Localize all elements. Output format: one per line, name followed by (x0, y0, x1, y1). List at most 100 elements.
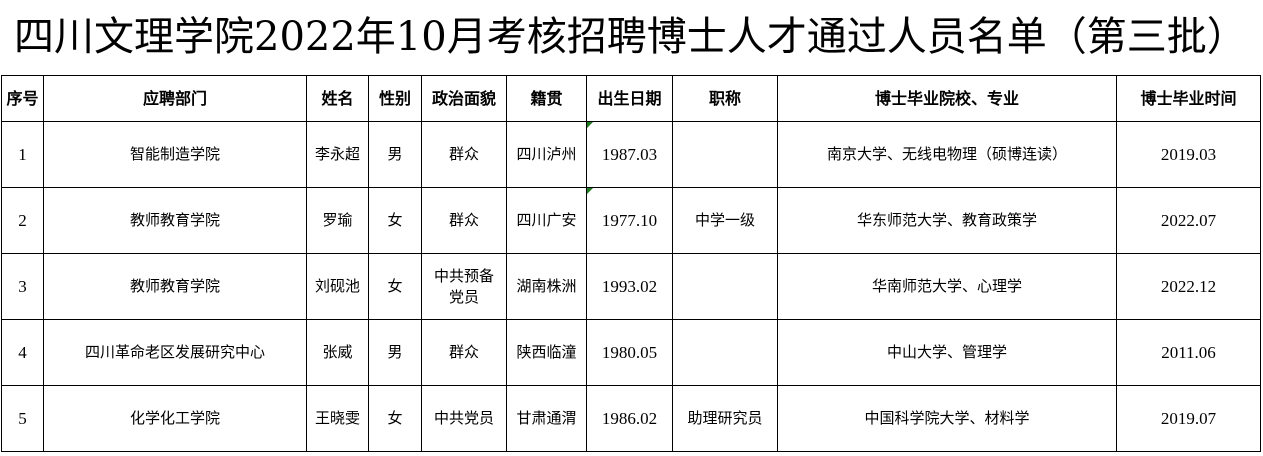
cell-text: 中国科学院大学、材料学 (864, 409, 1030, 427)
cell-text: 1993.02 (601, 277, 658, 296)
cell-name[interactable]: 罗瑜 (306, 187, 369, 254)
table-row: 5 化学化工学院 王晓雯 女 中共党员 甘肃通渭 1986.02 助理研究员 中国科学院大学、材… (1, 385, 1261, 452)
header-native-place[interactable]: 籍贯 (506, 75, 587, 122)
cell-birth-date[interactable]: 1993.02 (586, 253, 673, 320)
cell-text: 女 (387, 211, 403, 229)
cell-phd-school-major[interactable]: 南京大学、无线电物理（硕博连读） (777, 121, 1117, 188)
header-department[interactable]: 应聘部门 (43, 75, 307, 122)
cell-phd-graduation-date[interactable]: 2019.07 (1116, 385, 1261, 452)
cell-text: 李永超 (314, 145, 360, 163)
cell-text: 1987.03 (601, 145, 658, 164)
header-phd-school-major[interactable]: 博士毕业院校、专业 (777, 75, 1117, 122)
header-phd-graduation-date[interactable]: 博士毕业时间 (1116, 75, 1261, 122)
page-title: 四川文理学院2022年10月考核招聘博士人才通过人员名单（第三批） (14, 14, 1247, 60)
cell-text: 5 (18, 409, 27, 428)
cell-gender[interactable]: 女 (368, 187, 422, 254)
cell-text: 教师教育学院 (129, 211, 220, 229)
header-political-status[interactable]: 政治面貌 (421, 75, 507, 122)
cell-text: 助理研究员 (687, 409, 763, 427)
cell-title[interactable] (672, 121, 778, 188)
cell-text: 2 (18, 211, 27, 230)
cell-phd-graduation-date[interactable]: 2022.12 (1116, 253, 1261, 320)
cell-text: 女 (387, 277, 403, 295)
cell-text: 智能制造学院 (129, 145, 220, 163)
cell-text: 华东师范大学、教育政策学 (856, 211, 1037, 229)
cell-department[interactable]: 教师教育学院 (43, 187, 307, 254)
cell-text: 化学化工学院 (129, 409, 220, 427)
cell-title[interactable]: 助理研究员 (672, 385, 778, 452)
cell-phd-school-major[interactable]: 华南师范大学、心理学 (777, 253, 1117, 320)
cell-phd-graduation-date[interactable]: 2011.06 (1116, 319, 1261, 386)
table-row: 1 智能制造学院 李永超 男 群众 四川泸州 1987.03 南京大学、无线电物理（硕博连读）… (1, 121, 1261, 188)
cell-name[interactable]: 刘砚池 (306, 253, 369, 320)
cell-phd-school-major[interactable]: 中山大学、管理学 (777, 319, 1117, 386)
header-row: 序号 应聘部门 姓名 性别 政治面貌 籍贯 出生日期 职称 博士毕业院校、专业 博士毕业时间 (1, 75, 1261, 122)
cell-phd-school-major[interactable]: 华东师范大学、教育政策学 (777, 187, 1117, 254)
cell-phd-graduation-date[interactable]: 2022.07 (1116, 187, 1261, 254)
cell-text: 2019.07 (1160, 409, 1217, 428)
cell-text: 南京大学、无线电物理（硕博连读） (826, 145, 1067, 163)
cell-text: 1977.10 (601, 211, 658, 230)
cell-text: 陕西临潼 (516, 343, 577, 361)
cell-title[interactable] (672, 253, 778, 320)
header-seq[interactable]: 序号 (1, 75, 44, 122)
cell-department[interactable]: 智能制造学院 (43, 121, 307, 188)
cell-text: 2011.06 (1161, 343, 1216, 362)
cell-political-status[interactable]: 群众 (421, 319, 507, 386)
cell-text: 四川泸州 (516, 145, 577, 163)
cell-political-status[interactable]: 群众 (421, 187, 507, 254)
cell-text: 湖南株洲 (516, 277, 577, 295)
cell-phd-school-major[interactable]: 中国科学院大学、材料学 (777, 385, 1117, 452)
cell-gender[interactable]: 女 (368, 385, 422, 452)
header-name[interactable]: 姓名 (306, 75, 369, 122)
cell-text: 四川革命老区发展研究中心 (84, 343, 265, 361)
cell-text: 4 (18, 343, 27, 362)
cell-text: 女 (387, 409, 403, 427)
cell-text: 2022.07 (1160, 211, 1217, 230)
cell-name[interactable]: 张威 (306, 319, 369, 386)
cell-department[interactable]: 教师教育学院 (43, 253, 307, 320)
cell-title[interactable]: 中学一级 (672, 187, 778, 254)
cell-native-place[interactable]: 陕西临潼 (506, 319, 587, 386)
cell-gender[interactable]: 女 (368, 253, 422, 320)
cell-political-status[interactable]: 中共党员 (421, 385, 507, 452)
cell-native-place[interactable]: 湖南株洲 (506, 253, 587, 320)
cell-text: 中共预备党员 (433, 266, 494, 306)
cell-native-place[interactable]: 四川泸州 (506, 121, 587, 188)
cell-text: 王晓雯 (314, 409, 360, 427)
cell-seq[interactable]: 3 (1, 253, 44, 320)
cell-political-status[interactable]: 群众 (421, 121, 507, 188)
cell-birth-date[interactable]: 1987.03 (586, 121, 673, 188)
cell-text: 中学一级 (694, 211, 755, 229)
cell-birth-date[interactable]: 1986.02 (586, 385, 673, 452)
cell-text: 男 (387, 343, 403, 361)
cell-department[interactable]: 化学化工学院 (43, 385, 307, 452)
cell-phd-graduation-date[interactable]: 2019.03 (1116, 121, 1261, 188)
cell-seq[interactable]: 5 (1, 385, 44, 452)
cell-native-place[interactable]: 四川广安 (506, 187, 587, 254)
cell-native-place[interactable]: 甘肃通渭 (506, 385, 587, 452)
cell-name[interactable]: 李永超 (306, 121, 369, 188)
cell-seq[interactable]: 1 (1, 121, 44, 188)
cell-seq[interactable]: 4 (1, 319, 44, 386)
header-title[interactable]: 职称 (672, 75, 778, 122)
cell-text: 中共党员 (433, 409, 494, 427)
cell-text: 1980.05 (601, 343, 658, 362)
cell-department[interactable]: 四川革命老区发展研究中心 (43, 319, 307, 386)
cell-title[interactable] (672, 319, 778, 386)
cell-gender[interactable]: 男 (368, 319, 422, 386)
header-gender[interactable]: 性别 (368, 75, 422, 122)
cell-text: 中山大学、管理学 (886, 343, 1007, 361)
cell-gender[interactable]: 男 (368, 121, 422, 188)
table-row: 2 教师教育学院 罗瑜 女 群众 四川广安 1977.10 中学一级 华东师范大学、教育政策学 2… (1, 187, 1261, 254)
table-row: 3 教师教育学院 刘砚池 女 中共预备党员 湖南株洲 1993.02 华南师范大学、心理学 20… (1, 253, 1261, 320)
cell-text: 华南师范大学、心理学 (871, 277, 1022, 295)
header-birth-date[interactable]: 出生日期 (586, 75, 673, 122)
cell-text: 刘砚池 (314, 277, 360, 295)
cell-text: 张威 (322, 343, 353, 361)
cell-political-status[interactable]: 中共预备党员 (421, 253, 507, 320)
cell-birth-date[interactable]: 1980.05 (586, 319, 673, 386)
cell-name[interactable]: 王晓雯 (306, 385, 369, 452)
cell-birth-date[interactable]: 1977.10 (586, 187, 673, 254)
cell-seq[interactable]: 2 (1, 187, 44, 254)
